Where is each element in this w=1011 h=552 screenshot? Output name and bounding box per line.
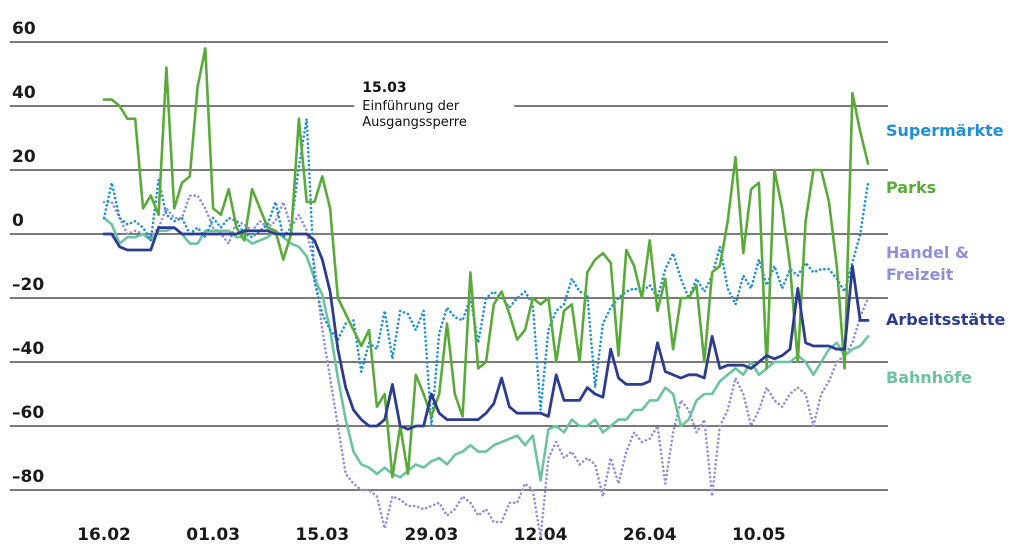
series-label-parks: Parks: [886, 178, 936, 197]
series-label-bahnhoefe: Bahnhöfe: [886, 368, 972, 387]
series-line-bahnhoefe: [102, 216, 870, 482]
annotation-background: [354, 76, 515, 138]
annotation: 15.03 Einführung der Ausgangssperre: [354, 76, 515, 138]
y-tick-label: –80: [12, 467, 44, 487]
y-tick-label: –60: [12, 403, 44, 423]
x-tick-label: 15.03: [295, 525, 349, 545]
x-tick-label: 01.03: [186, 525, 240, 545]
y-tick-label: 60: [12, 19, 36, 39]
annotation-text-line-2: Ausgangssperre: [362, 115, 467, 130]
series-line-handel-and-freizeit: [102, 194, 870, 540]
series-label-arbeitsstaette: Arbeitsstätte: [886, 310, 1006, 329]
annotation-text-line-1: Einführung der: [362, 99, 460, 114]
series-line-parks: [102, 47, 870, 479]
series-label-supermaerkte: Supermärkte: [886, 121, 1004, 140]
series-label-handel-and-freizeit: Freizeit: [886, 265, 954, 284]
series-label-handel-and-freizeit: Handel &: [886, 243, 969, 262]
x-tick-label: 10.05: [732, 525, 786, 545]
series-labels: Supermärkte Parks Handel & Freizeit Arbeitss…: [886, 121, 1006, 387]
x-axis-tick-labels: 16.02 01.03 15.03 29.03 12.04 26.04 10.05: [77, 525, 786, 545]
y-tick-label: –20: [12, 275, 44, 295]
x-tick-label: 16.02: [77, 525, 131, 545]
y-axis-tick-labels: 60 40 20 0 –20 –40 –60 –80: [12, 19, 44, 487]
series-line-supermaerkte: [102, 117, 870, 428]
annotation-date: 15.03: [362, 80, 406, 96]
y-tick-label: 40: [12, 83, 36, 103]
y-tick-label: 20: [12, 147, 36, 167]
y-tick-label: –40: [12, 339, 44, 359]
series-line-arbeitsstaette: [102, 226, 870, 431]
x-tick-label: 29.03: [405, 525, 459, 545]
x-tick-label: 26.04: [623, 525, 677, 545]
y-tick-label: 0: [12, 211, 24, 231]
series-lines: [102, 47, 870, 540]
